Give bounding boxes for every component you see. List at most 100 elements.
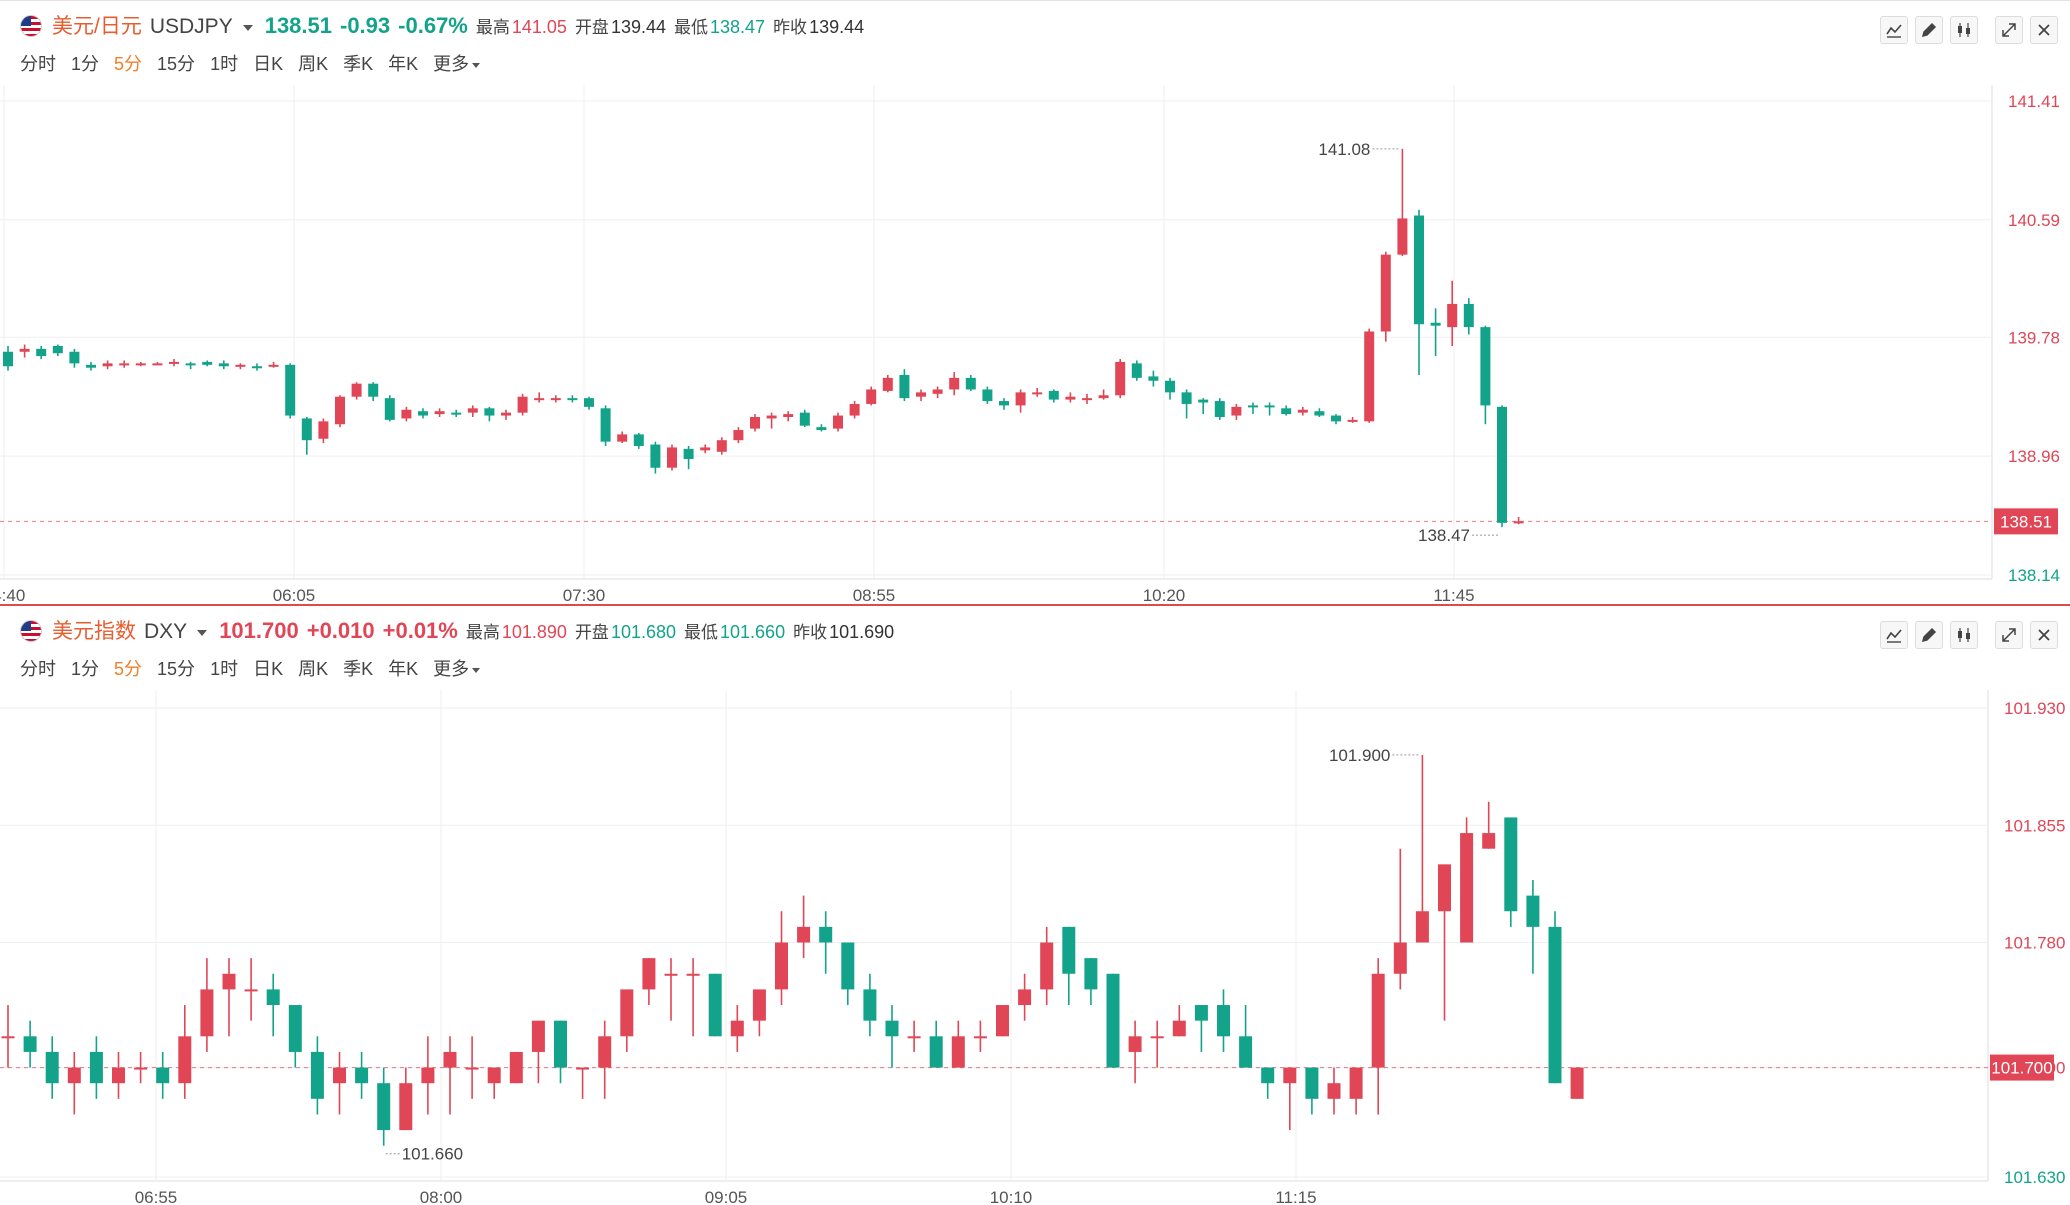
candle[interactable] xyxy=(1115,359,1126,399)
candle[interactable] xyxy=(1040,926,1054,1006)
candle[interactable] xyxy=(1371,958,1385,1115)
candle[interactable] xyxy=(156,1051,170,1099)
candle[interactable] xyxy=(750,414,760,432)
candle[interactable] xyxy=(1460,817,1474,943)
candle[interactable] xyxy=(86,361,96,371)
candle[interactable] xyxy=(451,409,462,417)
candle[interactable] xyxy=(443,1036,457,1115)
candle[interactable] xyxy=(1504,817,1518,927)
candle[interactable] xyxy=(119,360,130,368)
candle[interactable] xyxy=(1181,389,1192,419)
candle[interactable] xyxy=(202,360,213,367)
tab-15min[interactable]: 15分 xyxy=(157,659,196,679)
candle[interactable] xyxy=(1150,1020,1164,1068)
candle[interactable] xyxy=(399,1067,413,1131)
candle[interactable] xyxy=(1165,377,1175,400)
candle[interactable] xyxy=(730,1005,744,1052)
candle[interactable] xyxy=(1128,1020,1142,1084)
candle[interactable] xyxy=(1148,370,1159,387)
candle[interactable] xyxy=(244,958,258,1021)
candle[interactable] xyxy=(775,911,788,1006)
tab-1hour[interactable]: 1时 xyxy=(210,659,239,679)
candle[interactable] xyxy=(3,345,13,371)
candle[interactable] xyxy=(996,1005,1009,1037)
candle[interactable] xyxy=(1497,405,1507,528)
candle[interactable] xyxy=(567,395,578,403)
indicator-button[interactable] xyxy=(1880,16,1908,44)
candle[interactable] xyxy=(816,424,827,432)
candle[interactable] xyxy=(333,1051,346,1115)
candle[interactable] xyxy=(135,361,146,367)
candle[interactable] xyxy=(642,958,656,1006)
tab-1hour[interactable]: 1时 xyxy=(210,54,239,74)
tab-yearly[interactable]: 年K xyxy=(388,54,419,74)
candle[interactable] xyxy=(1231,403,1242,420)
candle[interactable] xyxy=(686,958,700,1037)
candle[interactable] xyxy=(833,412,843,432)
candle[interactable] xyxy=(467,405,478,417)
candle[interactable] xyxy=(841,942,855,1006)
candle[interactable] xyxy=(1198,398,1209,415)
candle[interactable] xyxy=(620,989,634,1052)
candle[interactable] xyxy=(1297,406,1308,416)
tab-daily[interactable]: 日K xyxy=(253,54,284,74)
instrument-symbol[interactable]: DXY xyxy=(144,620,188,643)
usdjpy-candlestick-chart[interactable]: 141.41 140.59 139.78 138.96 138.14 04:40 06:05… xyxy=(0,85,2070,605)
candle[interactable] xyxy=(288,1005,302,1068)
candle[interactable] xyxy=(664,958,678,1021)
candle[interactable] xyxy=(318,418,329,444)
expand-button[interactable] xyxy=(1995,16,2023,44)
candle[interactable] xyxy=(1239,1005,1253,1068)
candle[interactable] xyxy=(218,360,229,370)
tab-1min[interactable]: 1分 xyxy=(71,54,100,74)
candle[interactable] xyxy=(633,432,644,449)
candle[interactable] xyxy=(1548,911,1562,1084)
tab-more[interactable]: 更多 xyxy=(433,54,481,74)
candle[interactable] xyxy=(1084,958,1098,1006)
candle[interactable] xyxy=(69,348,80,368)
candle[interactable] xyxy=(310,1036,324,1115)
candle[interactable] xyxy=(752,989,766,1037)
candle[interactable] xyxy=(45,1036,59,1099)
candle[interactable] xyxy=(1214,398,1225,420)
candle[interactable] xyxy=(1482,801,1496,849)
candle[interactable] xyxy=(1463,298,1474,335)
candle[interactable] xyxy=(1106,973,1120,1068)
candle[interactable] xyxy=(1526,879,1540,974)
candle[interactable] xyxy=(1447,280,1458,346)
candle[interactable] xyxy=(965,374,976,391)
candle[interactable] xyxy=(550,395,561,403)
candle[interactable] xyxy=(1261,1067,1275,1099)
candle[interactable] xyxy=(1380,251,1391,342)
candle[interactable] xyxy=(1082,393,1092,404)
candle[interactable] xyxy=(708,973,722,1037)
instrument-symbol[interactable]: USDJPY xyxy=(149,15,233,38)
candle[interactable] xyxy=(885,1005,899,1068)
candle[interactable] xyxy=(335,395,345,428)
candle[interactable] xyxy=(67,1051,81,1115)
tab-weekly[interactable]: 周K xyxy=(298,659,329,679)
candle[interactable] xyxy=(134,1051,148,1084)
candle[interactable] xyxy=(1281,405,1292,416)
candle[interactable] xyxy=(1414,209,1424,375)
candle[interactable] xyxy=(1194,1005,1208,1052)
candle[interactable] xyxy=(484,406,495,422)
candle[interactable] xyxy=(949,372,960,396)
candle[interactable] xyxy=(899,369,910,402)
candle[interactable] xyxy=(266,973,280,1037)
expand-button[interactable] xyxy=(1995,621,2023,649)
candle[interactable] xyxy=(401,406,412,422)
candle[interactable] xyxy=(716,437,727,455)
symbol-dropdown-icon[interactable] xyxy=(242,25,253,32)
candle[interactable] xyxy=(700,444,711,454)
candle[interactable] xyxy=(178,1005,192,1099)
candle[interactable] xyxy=(819,911,833,974)
candle[interactable] xyxy=(667,444,677,471)
candle[interactable] xyxy=(235,363,246,370)
candle[interactable] xyxy=(1331,414,1341,425)
candle[interactable] xyxy=(23,1020,37,1068)
candle[interactable] xyxy=(1513,517,1524,525)
candle[interactable] xyxy=(384,395,395,422)
candle[interactable] xyxy=(465,1036,479,1099)
candle[interactable] xyxy=(1217,989,1230,1052)
